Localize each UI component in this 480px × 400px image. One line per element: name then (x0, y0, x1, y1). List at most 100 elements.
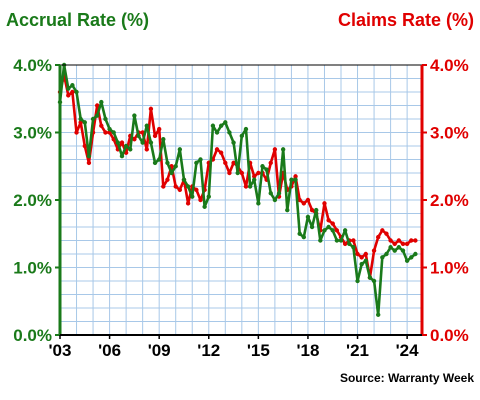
accrual-rate-point (264, 167, 269, 172)
claims-rate-point (334, 228, 340, 233)
right-axis-title: Claims Rate (%) (338, 10, 474, 30)
accrual-rate-point (161, 137, 166, 142)
accrual-rate-point (301, 234, 307, 240)
accrual-rate-point (404, 258, 410, 263)
accrual-rate-point (90, 116, 96, 122)
accrual-rate-line (58, 63, 417, 317)
x-axis-tick-label: '06 (98, 341, 121, 360)
accrual-rate-point (309, 224, 315, 230)
accrual-rate-point (111, 130, 116, 135)
accrual-rate-point (107, 126, 112, 132)
accrual-rate-point (375, 312, 381, 317)
claims-rate-point (156, 126, 162, 132)
accrual-rate-point (119, 153, 125, 159)
claims-rate-point (82, 143, 87, 149)
claims-rate-point (165, 177, 170, 182)
left-axis-tick-label: 2.0% (13, 191, 52, 210)
accrual-rate-point (132, 113, 137, 118)
claims-rate-point (99, 123, 104, 128)
left-axis-tick-label: 4.0% (13, 56, 52, 75)
accrual-rate-point (280, 147, 286, 152)
claims-rate-point (375, 234, 381, 240)
accrual-rate-point (293, 177, 298, 182)
claims-rate-point (223, 160, 228, 166)
claims-rate-point (198, 197, 203, 203)
accrual-rate-point (392, 248, 397, 253)
claims-rate-point (66, 93, 71, 98)
accrual-rate-point (231, 140, 236, 145)
accrual-rate-point (115, 140, 121, 145)
accrual-rate-point (363, 258, 368, 263)
claims-rate-point (256, 170, 261, 176)
claims-rate-point (380, 228, 385, 233)
claims-rate-point (239, 170, 245, 176)
accrual-rate-point (338, 238, 344, 243)
claims-rate-point (396, 238, 402, 243)
accrual-rate-point (359, 261, 364, 267)
claims-rate-point (351, 238, 356, 243)
accrual-rate-point (388, 245, 393, 250)
claims-rate-point (363, 251, 368, 257)
accrual-rate-point (206, 194, 211, 199)
claims-rate-point (293, 174, 298, 179)
claims-rate-point (74, 130, 79, 135)
accrual-rate-point (367, 275, 373, 280)
right-axis-tick-label: 2.0% (430, 191, 469, 210)
accrual-rate-point (318, 238, 323, 243)
claims-rate-point (214, 147, 220, 152)
claims-rate-point (132, 137, 137, 142)
accrual-rate-point (86, 153, 92, 159)
claims-rate-point (326, 218, 331, 223)
accrual-rate-point (334, 238, 340, 243)
accrual-rate-point (252, 177, 257, 182)
claims-rate-point (268, 160, 273, 166)
claims-rate-point (103, 130, 108, 135)
accrual-rate-point (82, 120, 87, 125)
grid (59, 64, 422, 336)
accrual-rate-point (185, 184, 191, 189)
accrual-rate-point (198, 157, 203, 162)
accrual-rate-point (70, 83, 75, 88)
accrual-rate-point (227, 130, 232, 135)
claims-rate-point (400, 241, 406, 247)
claims-rate-point (243, 184, 249, 189)
accrual-rate-point (380, 255, 385, 260)
claims-rate-point (177, 187, 183, 193)
accrual-rate-point (256, 201, 261, 206)
x-axis-tick-label: '18 (296, 341, 319, 360)
left-axis-title: Accrual Rate (%) (6, 10, 149, 30)
claims-rate-point (119, 140, 125, 145)
claims-rate-point (355, 251, 360, 257)
left-axis-tick-label: 1.0% (13, 259, 52, 278)
x-axis-tick-label: '12 (197, 341, 220, 360)
accrual-rate-point (136, 133, 141, 139)
accrual-rate-point (99, 99, 104, 105)
x-axis-tick-label: '24 (396, 341, 419, 360)
right-axis-tick-label: 3.0% (430, 124, 469, 143)
x-axis-tick-label: '09 (148, 341, 171, 360)
accrual-rate-point (78, 116, 83, 122)
accrual-rate-point (194, 160, 199, 166)
accrual-rate-point (165, 160, 170, 166)
claims-rate-point (359, 255, 364, 260)
accrual-rate-point (239, 133, 245, 139)
accrual-rate-point (247, 184, 253, 189)
claims-rate-point (152, 133, 158, 139)
claims-rate-point (309, 207, 315, 213)
accrual-rate-point (66, 86, 71, 91)
accrual-rate-point (235, 170, 240, 176)
right-axis-tick-label: 0.0% (430, 326, 469, 345)
claims-rate-point (231, 160, 236, 166)
left-axis-tick-label: 3.0% (13, 124, 52, 143)
accrual-rate-point (123, 143, 129, 149)
accrual-rate-point (260, 164, 265, 169)
claims-rate-point (70, 89, 75, 95)
claims-rate-point (413, 238, 418, 243)
x-axis-tick-label: '03 (49, 341, 72, 360)
claims-rate-point (94, 103, 100, 108)
claims-rate-point (409, 238, 414, 243)
claims-rate-point (305, 197, 311, 203)
accrual-rate-point (371, 278, 377, 284)
accrual-rate-point (181, 177, 187, 182)
